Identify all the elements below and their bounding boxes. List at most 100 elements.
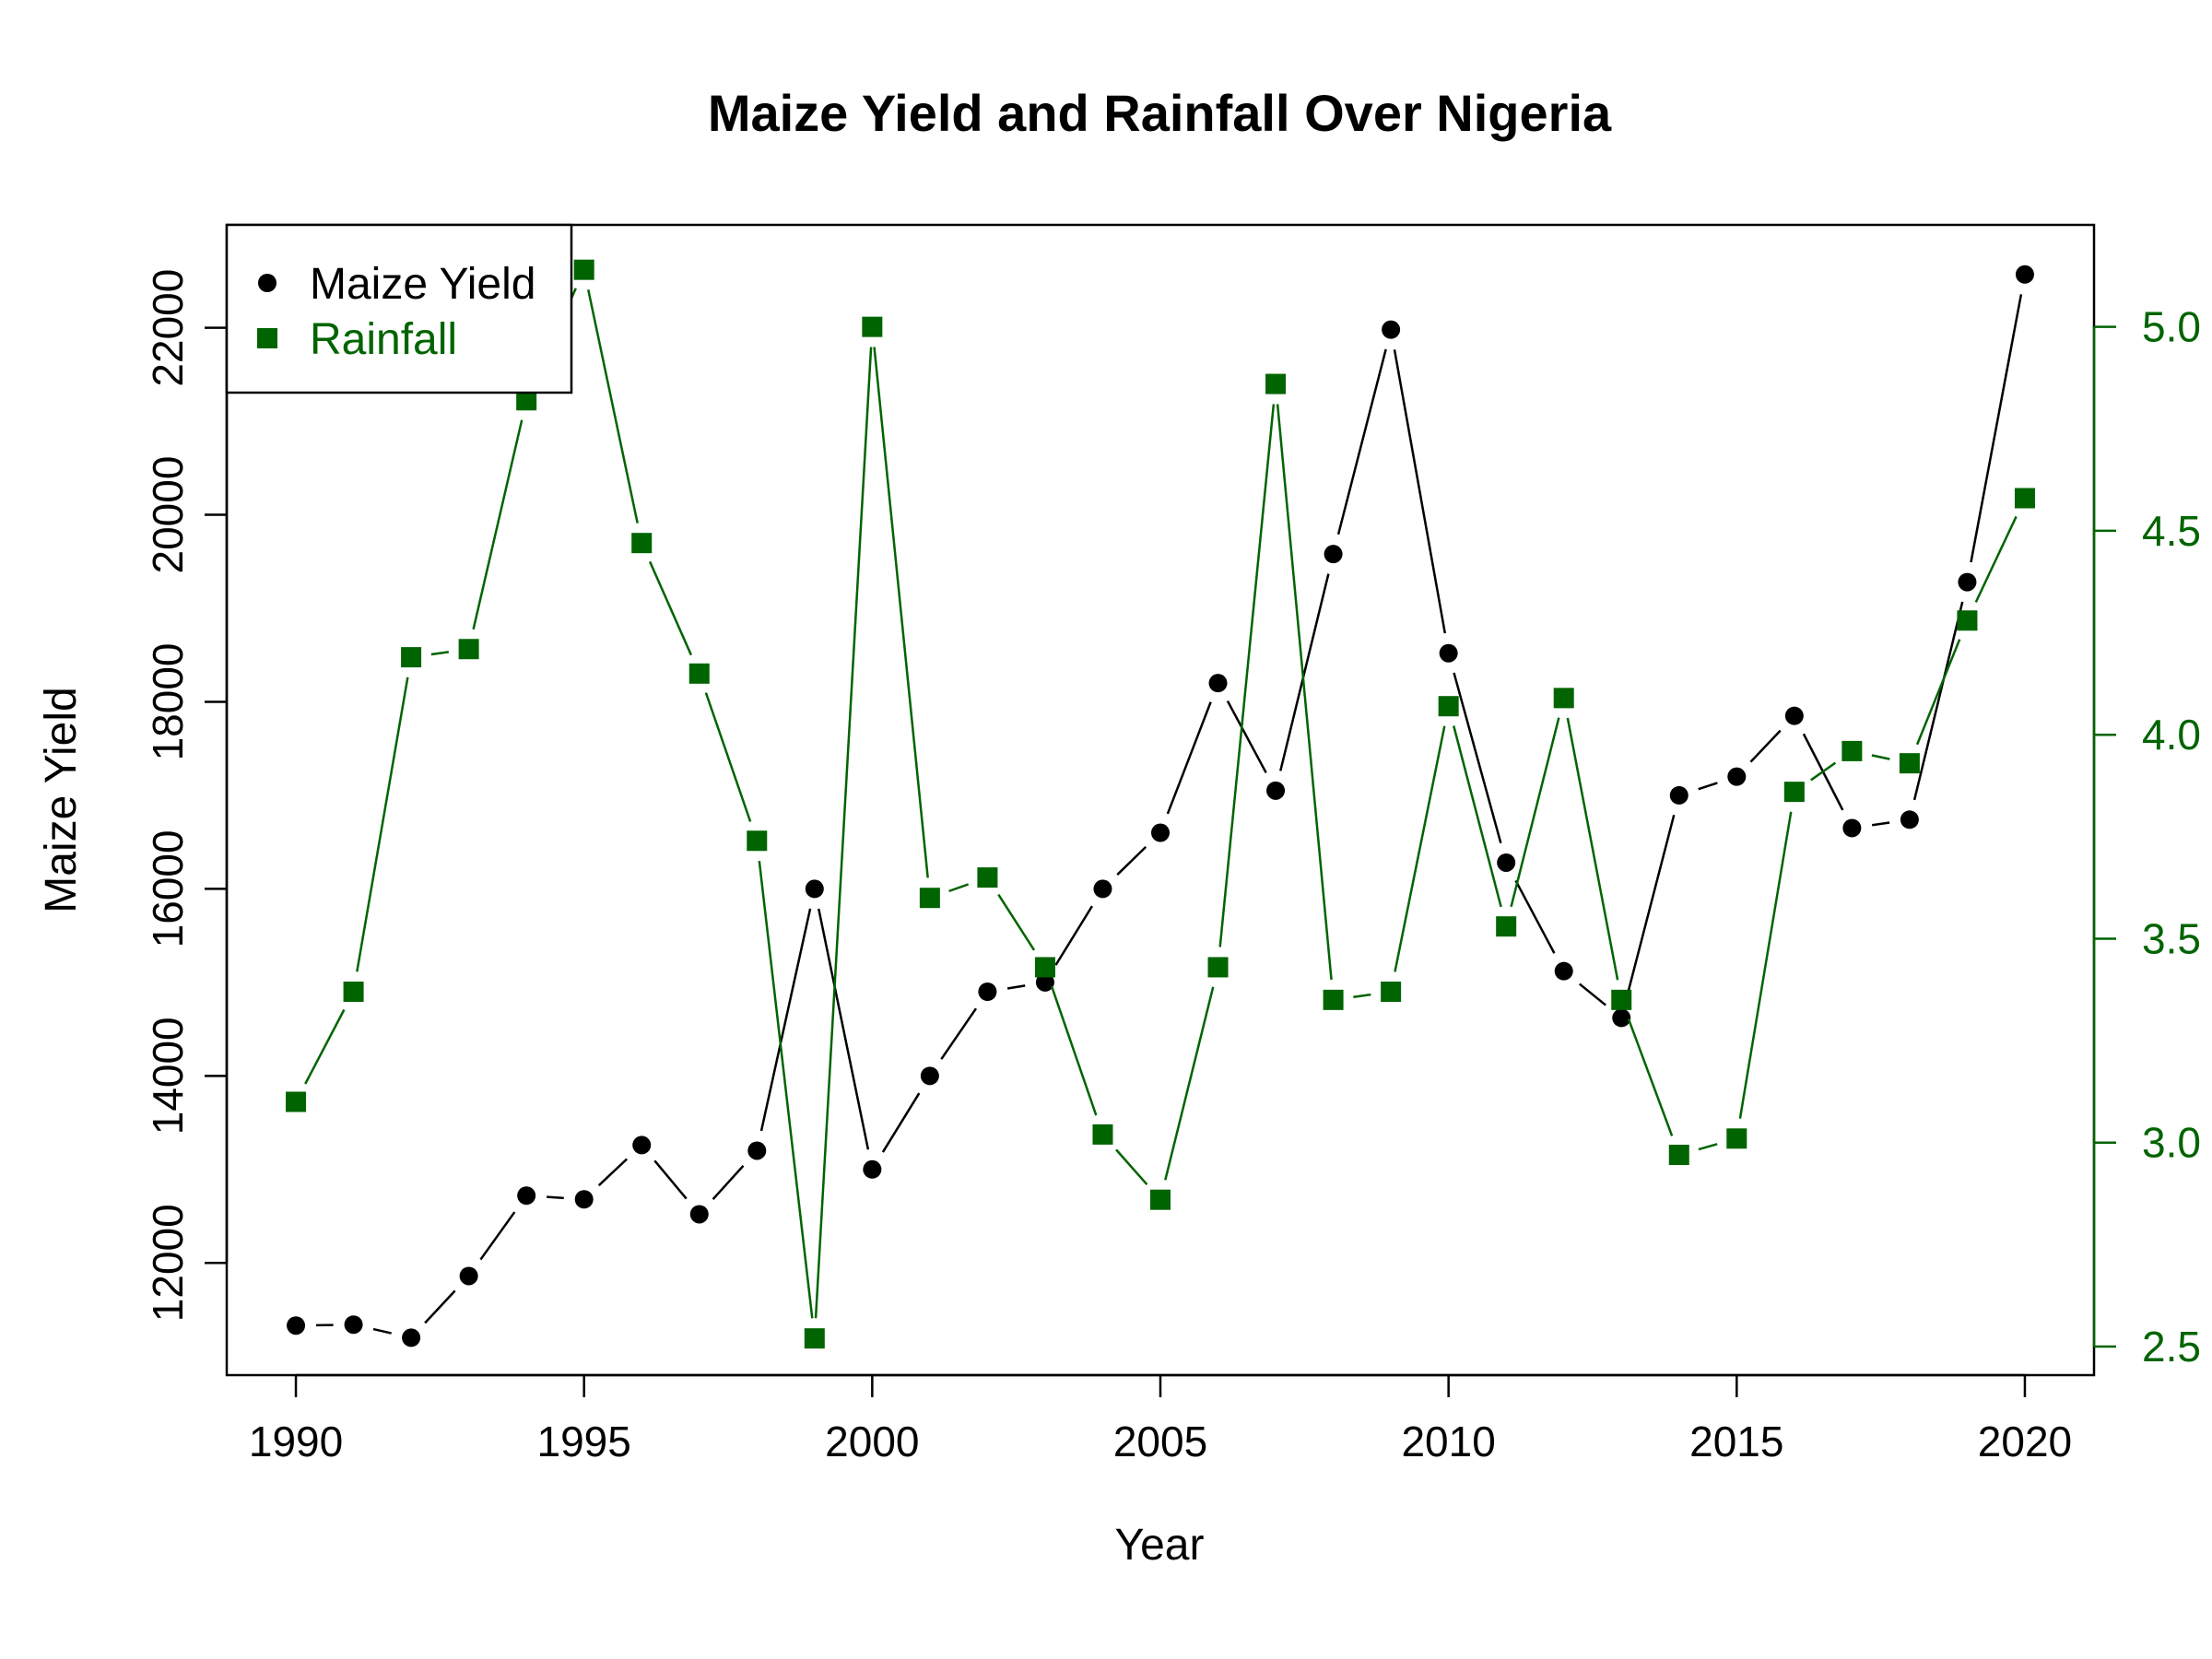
series-segment — [1566, 717, 1619, 981]
series-segment — [1912, 601, 1964, 801]
data-point — [1381, 982, 1402, 1002]
data-point — [343, 982, 364, 1002]
data-point — [459, 1266, 478, 1286]
series-segment — [1394, 725, 1446, 972]
y-tick-label-left: 20000 — [144, 456, 192, 574]
x-tick-label: 2000 — [825, 1418, 919, 1465]
data-point — [458, 639, 479, 660]
y-tick-label-right: 4.0 — [2142, 711, 2201, 759]
series-segment — [424, 1289, 456, 1324]
y-tick-label-right: 2.5 — [2142, 1323, 2201, 1371]
data-point — [978, 982, 997, 1001]
data-point — [1438, 696, 1459, 717]
series-segment — [1738, 811, 1793, 1119]
data-point — [1265, 373, 1287, 394]
series-segment — [1050, 985, 1098, 1116]
legend-marker-rainfall — [257, 328, 277, 348]
data-point — [1207, 957, 1229, 978]
x-tick-label: 1990 — [249, 1418, 343, 1465]
series-segment — [1579, 982, 1606, 1006]
data-point — [1324, 545, 1343, 564]
series-segment — [1625, 814, 1676, 999]
data-point — [1727, 767, 1747, 786]
series-segment — [704, 692, 752, 822]
data-point — [1496, 916, 1517, 937]
data-point — [1841, 740, 1863, 761]
data-point — [574, 1190, 594, 1209]
data-point — [1669, 785, 1688, 805]
series-segment — [881, 1092, 921, 1153]
y-tick-label-left: 14000 — [144, 1017, 192, 1135]
data-point — [632, 1135, 652, 1155]
series-segment — [597, 1158, 629, 1187]
data-point — [1439, 643, 1458, 663]
data-point — [689, 1205, 709, 1224]
series-segment — [1453, 672, 1502, 844]
data-point — [920, 1066, 939, 1086]
data-point — [1957, 610, 1978, 631]
series-segment — [1970, 294, 2023, 563]
series-segment — [1974, 515, 2018, 603]
series-segment — [818, 908, 870, 1150]
series-segment — [1353, 993, 1371, 999]
data-point — [1842, 818, 1862, 838]
series-segment — [1393, 349, 1447, 634]
series-segment — [1279, 573, 1330, 771]
y-tick-label-left: 18000 — [144, 643, 192, 761]
series-segment — [1698, 782, 1718, 791]
data-point — [1668, 1145, 1689, 1166]
series-segment — [1749, 729, 1782, 763]
series-segment — [1054, 905, 1093, 966]
series-segment — [1006, 984, 1026, 990]
series-segment — [712, 1164, 745, 1201]
data-point — [1784, 706, 1804, 725]
data-point — [1554, 961, 1573, 981]
series-segment — [479, 1211, 516, 1261]
series-segment — [948, 883, 970, 893]
y-tick-label-right: 3.5 — [2142, 914, 2201, 962]
y-tick-label-left: 12000 — [144, 1204, 192, 1322]
series-segment — [1453, 725, 1502, 908]
series-segment — [997, 893, 1036, 951]
series-segment — [1514, 879, 1556, 954]
series-segment — [304, 1008, 346, 1085]
legend: Maize Yield Rainfall — [225, 223, 573, 394]
legend-marker-maize-yield — [258, 274, 276, 292]
data-point — [1035, 972, 1054, 992]
series-layer — [286, 259, 2035, 1349]
y-tick-label-left: 22000 — [144, 269, 192, 387]
x-tick-label: 2010 — [1401, 1418, 1495, 1465]
chart-title: Maize Yield and Rainfall Over Nigeria — [708, 84, 1612, 142]
legend-label-maize-yield: Maize Yield — [310, 260, 535, 309]
series-segment — [1915, 639, 1961, 746]
series-segment — [1218, 404, 1276, 947]
data-point — [516, 390, 537, 411]
data-point — [1958, 572, 1977, 592]
series-segment — [814, 347, 873, 1319]
y-tick-label-right: 5.0 — [2142, 303, 2201, 351]
data-point — [1612, 1008, 1631, 1028]
series-segment — [547, 1195, 564, 1200]
series-rainfall — [286, 259, 2035, 1349]
data-point — [1726, 1128, 1747, 1149]
data-point — [862, 316, 883, 337]
data-point — [2015, 265, 2034, 284]
series-segment — [940, 1007, 978, 1060]
data-point — [402, 1328, 421, 1347]
series-segment — [759, 908, 812, 1132]
y-axis-left: 12000 14000 16000 18000 20000 22000 — [144, 269, 229, 1322]
data-point — [573, 259, 594, 280]
y-tick-label-right: 4.5 — [2142, 507, 2201, 555]
data-point — [1151, 823, 1170, 842]
data-point — [919, 888, 940, 909]
data-point — [517, 1186, 536, 1206]
y-tick-label-left: 16000 — [144, 830, 192, 947]
x-tick-label: 2020 — [1978, 1418, 2072, 1465]
series-segment — [587, 288, 639, 524]
data-point — [1783, 782, 1805, 803]
data-point — [344, 1315, 363, 1335]
series-segment — [1115, 1148, 1148, 1186]
data-point — [631, 533, 653, 554]
data-point — [1266, 781, 1286, 800]
